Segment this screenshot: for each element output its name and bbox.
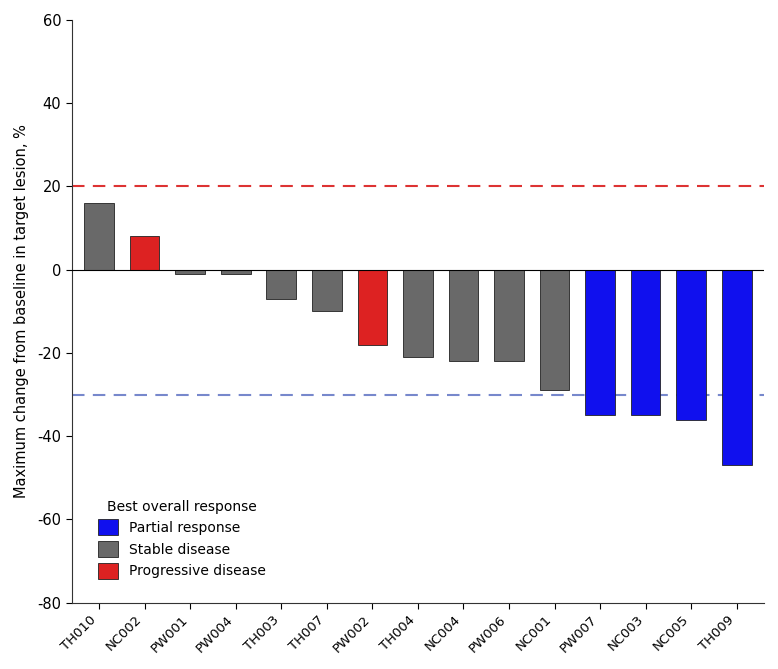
Bar: [403, 270, 433, 357]
Bar: [221, 270, 251, 274]
Bar: [585, 270, 615, 415]
Bar: [494, 270, 524, 361]
Bar: [358, 270, 387, 345]
Bar: [175, 270, 205, 274]
Bar: [312, 270, 342, 311]
Bar: [540, 270, 569, 391]
Y-axis label: Maximum change from baseline in target lesion, %: Maximum change from baseline in target l…: [14, 124, 29, 498]
Bar: [631, 270, 661, 415]
Legend: Partial response, Stable disease, Progressive disease: Partial response, Stable disease, Progre…: [93, 494, 271, 584]
Bar: [130, 236, 159, 270]
Bar: [676, 270, 706, 419]
Bar: [449, 270, 478, 361]
Bar: [84, 203, 114, 270]
Bar: [722, 270, 752, 466]
Bar: [267, 270, 296, 299]
